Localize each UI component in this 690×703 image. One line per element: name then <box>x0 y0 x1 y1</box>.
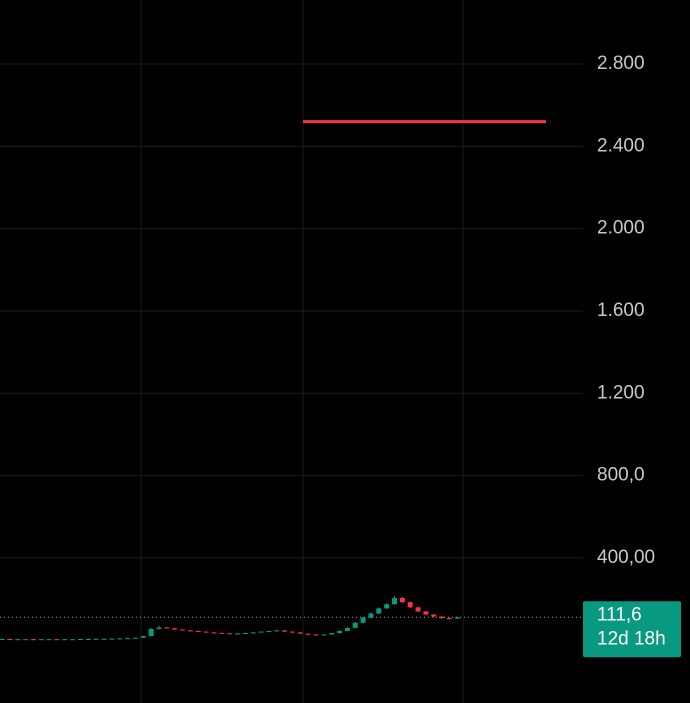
candle-body <box>140 636 146 638</box>
y-tick-label: 400,00 <box>597 547 655 568</box>
candle-body <box>211 632 217 634</box>
candle-body <box>148 628 154 637</box>
candle-body <box>23 639 29 641</box>
candle-body <box>235 633 240 635</box>
y-tick-label: 800,0 <box>597 465 645 486</box>
y-tick-label: 2.000 <box>597 218 645 239</box>
candle-body <box>415 607 421 612</box>
candle-body <box>78 638 83 640</box>
candle-body <box>125 638 131 640</box>
y-tick-label: 2.400 <box>597 135 645 156</box>
candle-body <box>258 631 264 633</box>
candle-body <box>15 639 21 641</box>
candle-body <box>454 617 460 619</box>
candle-body <box>242 633 248 635</box>
candle-body <box>337 630 343 634</box>
candle-body <box>195 630 201 632</box>
candle-body <box>446 618 452 620</box>
candle-body <box>423 611 429 615</box>
candle-body <box>376 608 382 614</box>
candle-body <box>407 602 413 608</box>
price-tag <box>583 601 681 658</box>
candle-body <box>297 632 303 634</box>
candle-body <box>266 630 272 632</box>
candle-body <box>344 627 350 631</box>
candle-body <box>62 639 68 641</box>
candle-body <box>274 630 280 632</box>
candle-body <box>101 638 107 640</box>
candle-body <box>329 633 335 635</box>
candle-body <box>117 638 123 640</box>
candle-body <box>38 639 44 641</box>
candle-body <box>321 634 327 636</box>
candle-body <box>180 629 186 631</box>
candle-body <box>392 598 397 605</box>
candle-body <box>30 639 36 641</box>
y-tick-label: 1.200 <box>597 382 645 403</box>
candle-body <box>360 617 366 623</box>
candle-body <box>109 638 115 640</box>
candle-body <box>54 639 60 641</box>
candle-body <box>0 638 5 640</box>
price-tag-countdown: 12d 18h <box>597 628 666 649</box>
candle-body <box>46 639 52 641</box>
candle-body <box>289 631 295 633</box>
candle-body <box>282 630 288 632</box>
candle-body <box>313 634 319 636</box>
candle-body <box>70 639 76 641</box>
candle-body <box>227 633 233 635</box>
candle-body <box>219 632 225 634</box>
candle-body <box>156 627 162 629</box>
candle-body <box>305 633 311 635</box>
candle-body <box>132 637 138 639</box>
price-tag-value: 111,6 <box>597 604 642 625</box>
candle-body <box>439 616 445 619</box>
candle-body <box>172 628 178 630</box>
candle-body <box>164 627 170 629</box>
candle-body <box>203 631 209 633</box>
candle-body <box>368 613 374 618</box>
candle-body <box>384 604 390 609</box>
candle-body <box>7 638 13 640</box>
candle-body <box>187 630 193 632</box>
candle-body <box>352 622 358 628</box>
candle-body <box>431 614 437 617</box>
y-tick-label: 1.600 <box>597 300 645 321</box>
candle-body <box>85 638 91 640</box>
candle-body <box>93 638 99 640</box>
candle-body <box>399 598 405 603</box>
candle-body <box>250 632 256 634</box>
y-tick-label: 2.800 <box>597 53 645 74</box>
